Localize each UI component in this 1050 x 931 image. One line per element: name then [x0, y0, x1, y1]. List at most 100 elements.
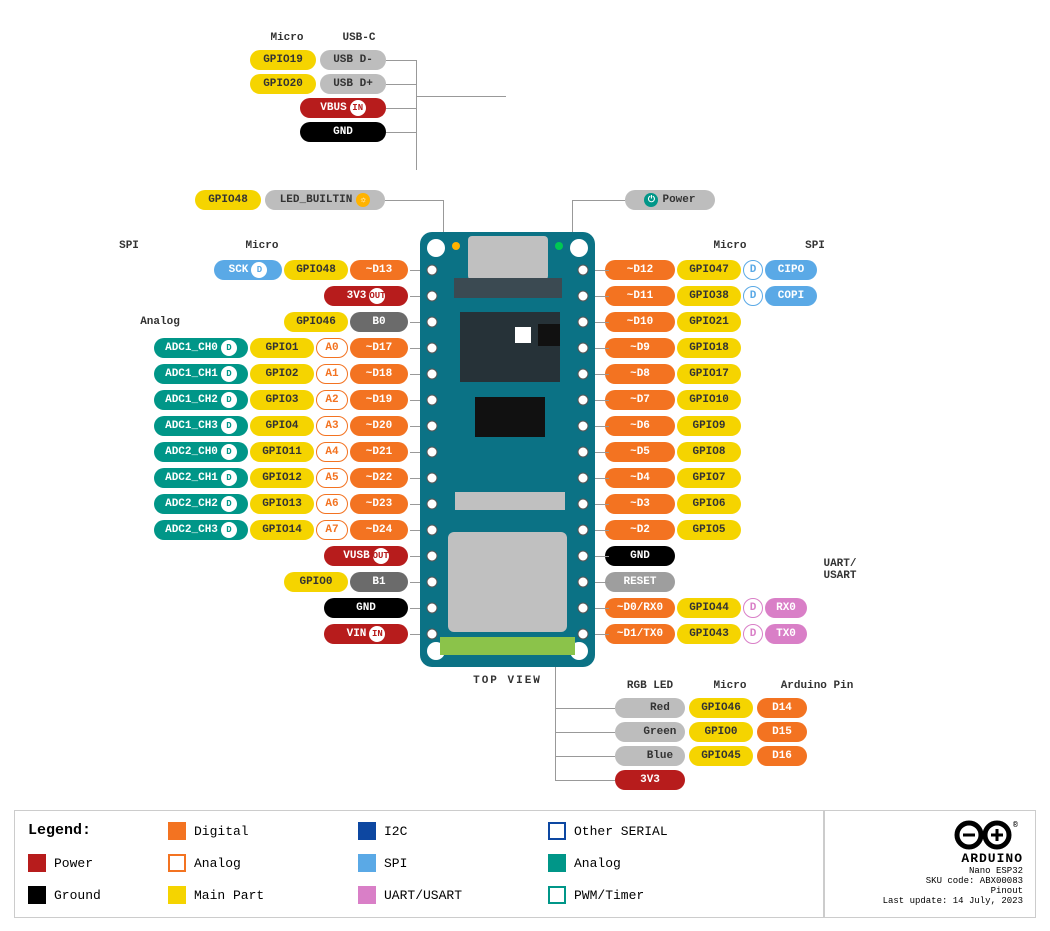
pin-label: GPIO0 — [689, 722, 753, 742]
pin-label: ADC2_CH1 D — [154, 468, 248, 488]
pin-label: TX0 — [765, 624, 807, 644]
pin-label: ~D6 — [605, 416, 675, 436]
pin-label: Red — [615, 698, 685, 718]
pin-label: GPIO47 — [677, 260, 741, 280]
pin-label: ~D24 — [350, 520, 408, 540]
pin-label: A5 — [316, 468, 348, 488]
pin-label: ADC2_CH2 D — [154, 494, 248, 514]
pin-label: GPIO48 — [284, 260, 348, 280]
pin-label: ~D20 — [350, 416, 408, 436]
pin-label: A2 — [316, 390, 348, 410]
pin-label: ~D13 — [350, 260, 408, 280]
column-header: Micro — [700, 240, 760, 252]
pin-label: RX0 — [765, 598, 807, 618]
pin-label: B1 — [350, 572, 408, 592]
pin-label: LED_BUILTIN ☼ — [265, 190, 385, 210]
legend-title: Legend: — [28, 822, 91, 839]
column-header: Micro — [232, 240, 292, 252]
pin-label: GPIO48 — [195, 190, 261, 210]
pin-label: A0 — [316, 338, 348, 358]
pin-label: A6 — [316, 494, 348, 514]
pin-label: D — [743, 286, 763, 306]
pin-label: GPIO38 — [677, 286, 741, 306]
pin-label: ~D9 — [605, 338, 675, 358]
pin-label: ADC1_CH3 D — [154, 416, 248, 436]
pin-label: SCK D — [214, 260, 282, 280]
column-header: SPI — [104, 240, 154, 252]
pin-label: ~D21 — [350, 442, 408, 462]
pin-label: GPIO2 — [250, 364, 314, 384]
legend-item: Digital — [168, 822, 249, 840]
pin-label: GND — [605, 546, 675, 566]
pin-label: A7 — [316, 520, 348, 540]
pin-label: ADC1_CH1 D — [154, 364, 248, 384]
pin-label: VIN IN — [324, 624, 408, 644]
info-line: Pinout — [837, 886, 1023, 896]
pin-label: ADC2_CH0 D — [154, 442, 248, 462]
pin-label: GPIO10 — [677, 390, 741, 410]
pin-label: GPIO6 — [677, 494, 741, 514]
pin-label: 3V3 — [615, 770, 685, 790]
pin-label: ~D5 — [605, 442, 675, 462]
info-line: Nano ESP32 — [837, 866, 1023, 876]
legend-item: Ground — [28, 886, 101, 904]
pin-label: ~D10 — [605, 312, 675, 332]
legend-item: I2C — [358, 822, 407, 840]
pin-label: ~D2 — [605, 520, 675, 540]
pin-label: A4 — [316, 442, 348, 462]
pin-label: GPIO4 — [250, 416, 314, 436]
pin-label: ADC2_CH3 D — [154, 520, 248, 540]
info-line: Last update: 14 July, 2023 — [837, 896, 1023, 906]
pin-label: ADC1_CH2 D — [154, 390, 248, 410]
pin-label: ~D12 — [605, 260, 675, 280]
pin-label: GPIO9 — [677, 416, 741, 436]
pin-label: GPIO3 — [250, 390, 314, 410]
legend-item: Power — [28, 854, 93, 872]
column-header: SPI — [790, 240, 840, 252]
pin-label: B0 — [350, 312, 408, 332]
pin-label: GPIO21 — [677, 312, 741, 332]
pin-label: GPIO5 — [677, 520, 741, 540]
pin-label: ~D19 — [350, 390, 408, 410]
brand-label: ARDUINO — [837, 851, 1023, 866]
pin-label: D — [743, 260, 763, 280]
column-header: USB-C — [328, 32, 390, 44]
pin-label: RESET — [605, 572, 675, 592]
legend-item: SPI — [358, 854, 407, 872]
legend-item: UART/USART — [358, 886, 462, 904]
pin-label: Blue — [615, 746, 685, 766]
column-header: UART/ USART — [805, 558, 875, 582]
pin-label: GPIO1 — [250, 338, 314, 358]
pin-label: D — [743, 624, 763, 644]
column-header: Micro — [700, 680, 760, 692]
pin-label: ~D17 — [350, 338, 408, 358]
pin-label: GPIO11 — [250, 442, 314, 462]
column-header: RGB LED — [620, 680, 680, 692]
legend-item: Other SERIAL — [548, 822, 668, 840]
pin-label: D16 — [757, 746, 807, 766]
info-box: ® ARDUINO Nano ESP32SKU code: ABX00083Pi… — [824, 810, 1036, 918]
pin-label: GPIO7 — [677, 468, 741, 488]
pin-label: Green — [615, 722, 685, 742]
pin-label: CIPO — [765, 260, 817, 280]
pin-label: A3 — [316, 416, 348, 436]
legend-item: PWM/Timer — [548, 886, 644, 904]
pin-label: GPIO13 — [250, 494, 314, 514]
pin-label: GPIO46 — [284, 312, 348, 332]
pin-label: ~D1/TX0 — [605, 624, 675, 644]
pin-label: GPIO45 — [689, 746, 753, 766]
pin-label: ADC1_CH0 D — [154, 338, 248, 358]
legend-item: Analog — [548, 854, 621, 872]
pin-label: ~D0/RX0 — [605, 598, 675, 618]
pin-label: GND — [324, 598, 408, 618]
pin-label: ⏻Power — [625, 190, 715, 210]
svg-text:®: ® — [1013, 821, 1018, 830]
pin-label: USB D+ — [320, 74, 386, 94]
pin-label: ~D3 — [605, 494, 675, 514]
pin-label: D — [743, 598, 763, 618]
pin-label: GPIO44 — [677, 598, 741, 618]
pin-label: ~D23 — [350, 494, 408, 514]
pin-label: GPIO14 — [250, 520, 314, 540]
top-view-label: TOP VIEW — [420, 675, 595, 687]
pin-label: GPIO0 — [284, 572, 348, 592]
